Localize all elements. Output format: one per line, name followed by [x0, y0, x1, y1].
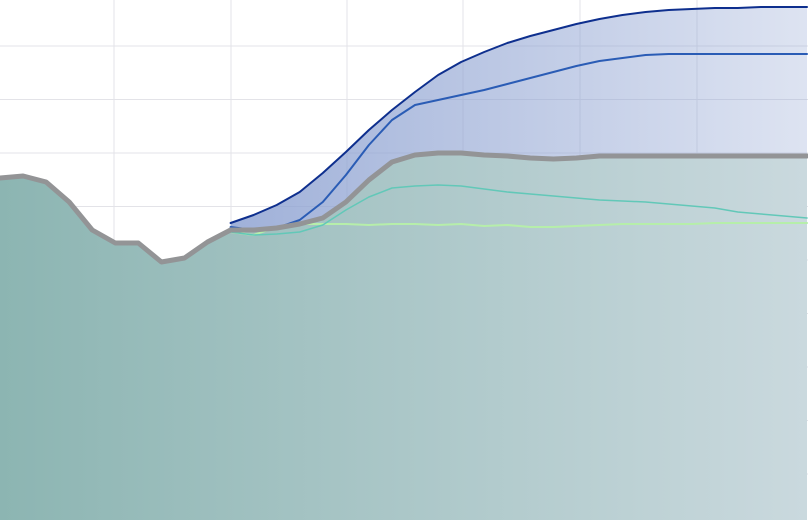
series-line-alt-scenario-1 — [229, 184, 808, 236]
series-line-upper-bound — [229, 6, 808, 224]
chart-lines — [0, 6, 808, 265]
series-line-history — [0, 173, 234, 265]
series-line-upper-median — [229, 53, 808, 231]
series-line-alt-scenario-2 — [229, 222, 808, 236]
history-area — [0, 153, 807, 520]
series-line-baseline — [228, 150, 808, 233]
chart-areas — [0, 7, 808, 520]
